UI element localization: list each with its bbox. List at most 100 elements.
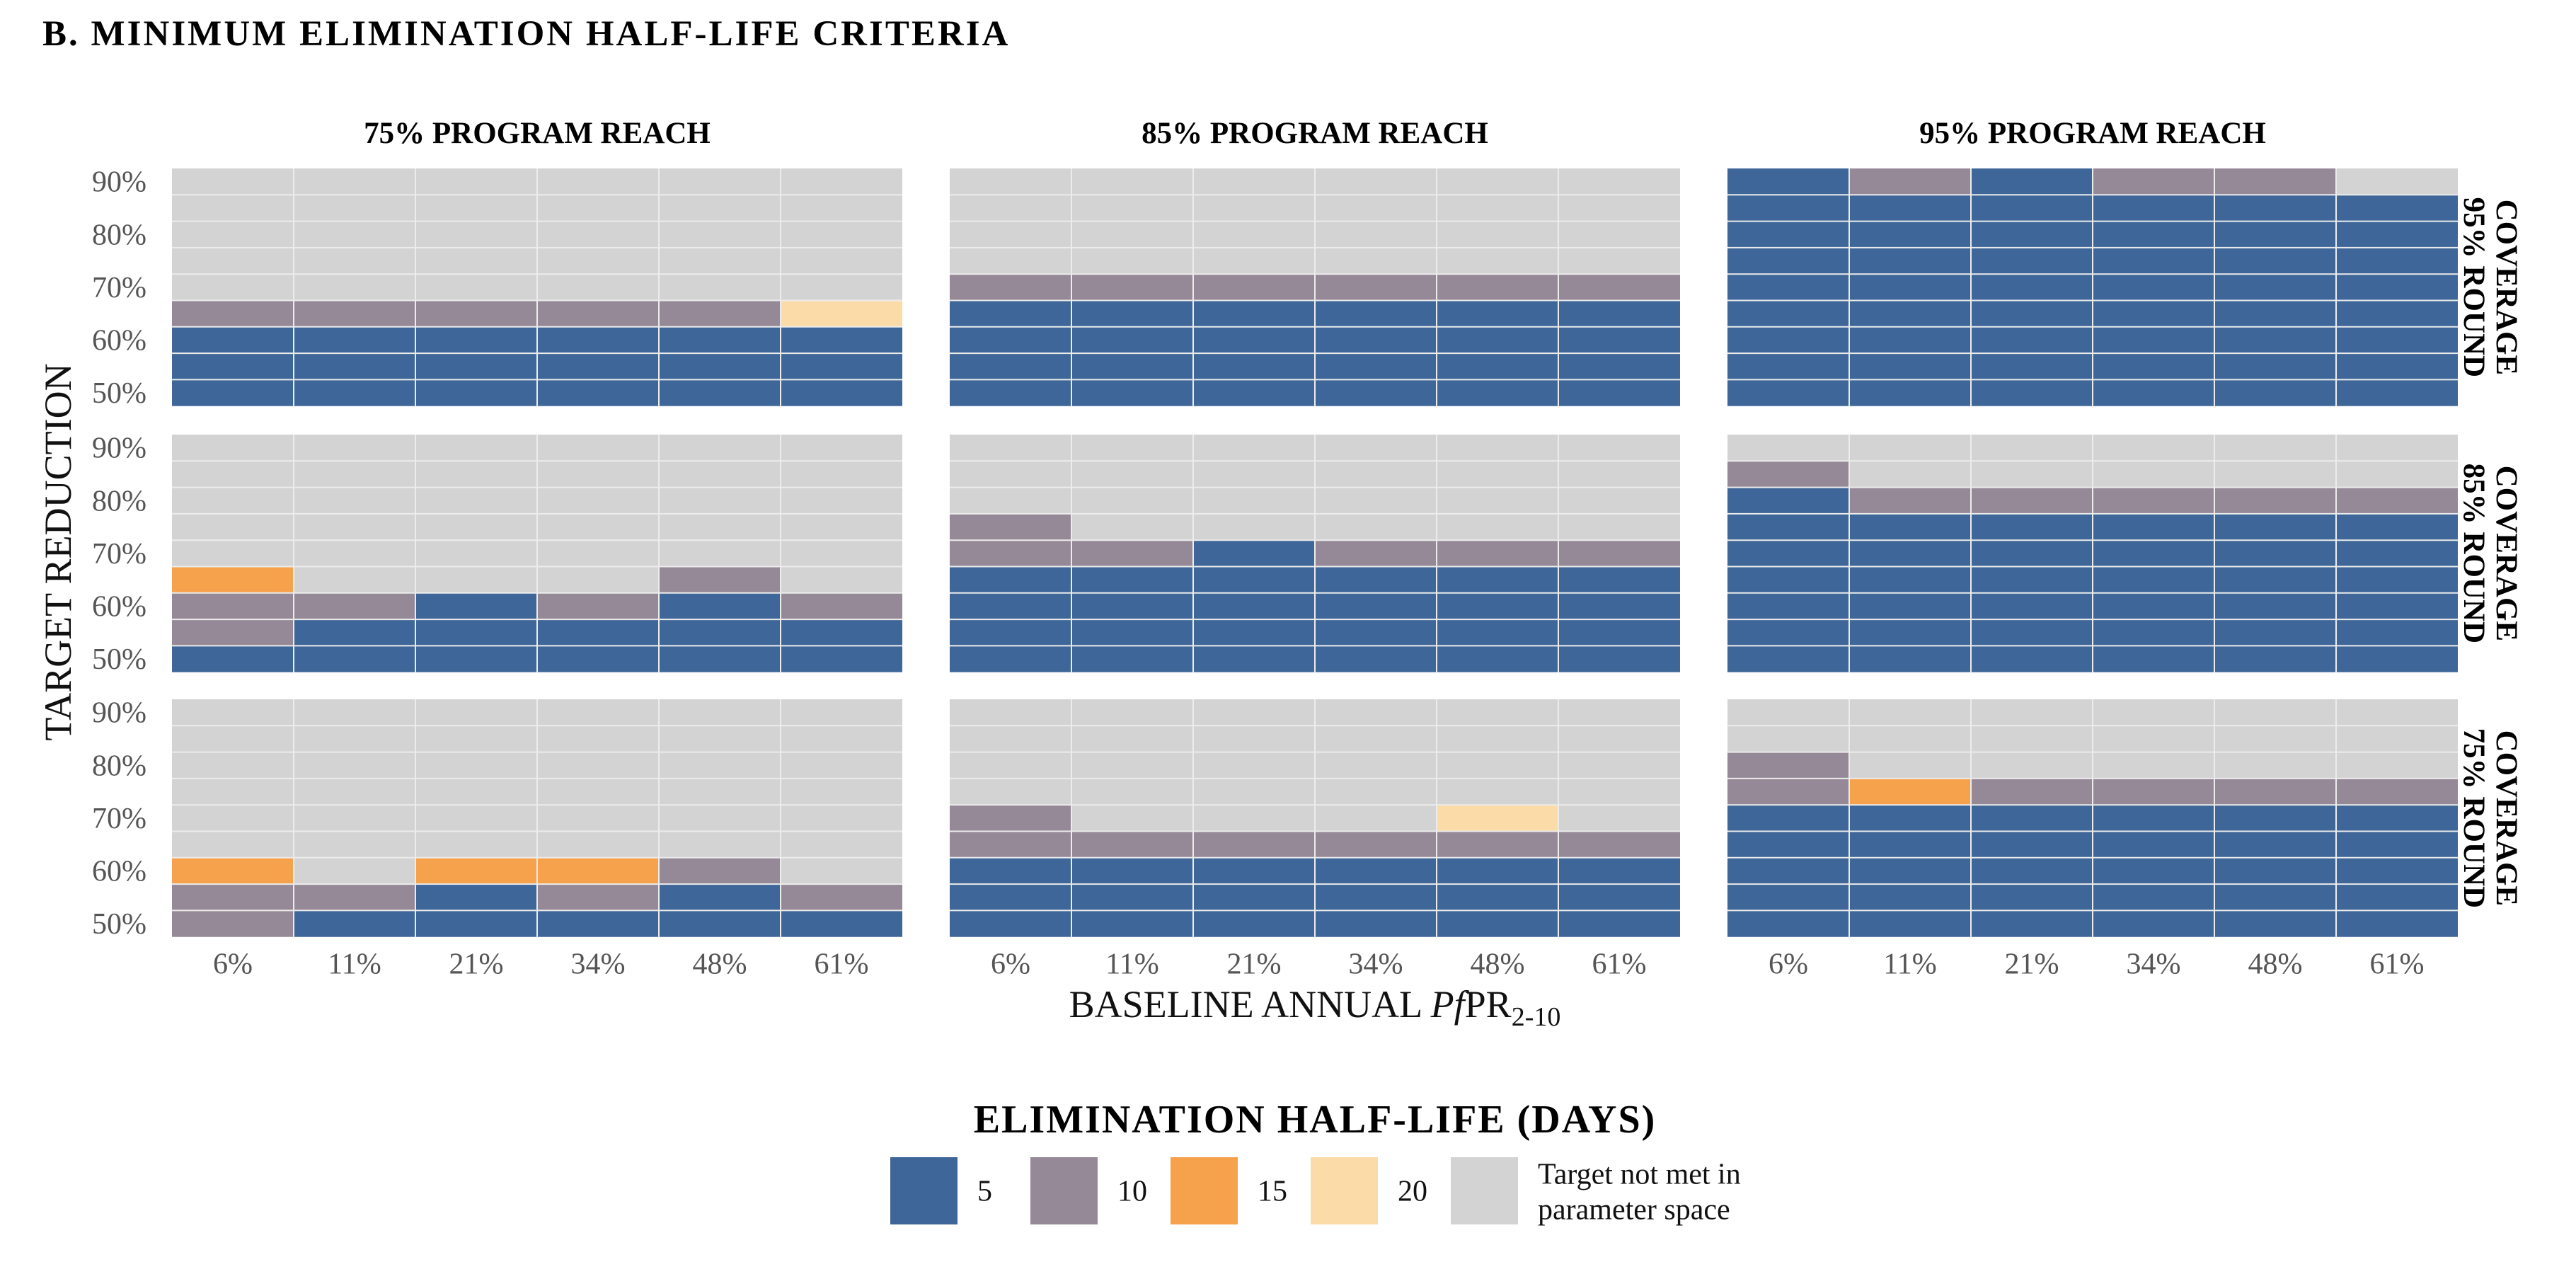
heatmap-cell (2214, 247, 2336, 275)
y-tick-label: 80% (92, 219, 146, 251)
heatmap-cell (2093, 195, 2214, 222)
heatmap-cell (1849, 274, 1971, 301)
heatmap-cell (2336, 353, 2458, 380)
x-tick-label: 6% (1769, 948, 1808, 981)
heatmap-cell (537, 326, 659, 354)
heatmap-cell (2093, 566, 2214, 593)
legend-item-10: 10 (1030, 1157, 1147, 1224)
heatmap-cell (2214, 353, 2336, 380)
heatmap-cell (1727, 168, 1849, 195)
heatmap-cell (1315, 831, 1437, 858)
heatmap-cell (1437, 619, 1558, 646)
heatmap-cell (1071, 592, 1193, 620)
legend-item-20: 20 (1311, 1157, 1427, 1224)
heatmap-cell (1315, 300, 1437, 327)
heatmap-cell (294, 592, 415, 620)
heatmap-cell (1437, 300, 1558, 327)
heatmap-cell (294, 353, 415, 380)
heatmap-cell (1849, 910, 1971, 937)
y-tick-label: 80% (92, 750, 146, 782)
heatmap-cell (1971, 300, 2093, 327)
heatmap-cell (172, 884, 294, 911)
heatmap-cell (1727, 221, 1849, 248)
x-tick-label: 48% (693, 948, 747, 981)
heatmap-cell (659, 857, 781, 885)
heatmap-cell (1193, 645, 1315, 672)
x-tick-label: 21% (1227, 948, 1282, 981)
heatmap-cell (781, 326, 902, 354)
heatmap-cell (1315, 353, 1437, 380)
row-facet-label: COVERAGE (2490, 200, 2523, 375)
heatmap-cell (781, 910, 902, 937)
y-tick-label: 50% (92, 643, 146, 676)
heatmap-cell (1849, 353, 1971, 380)
x-tick-label: 34% (1349, 948, 1403, 981)
x-tick-label: 6% (213, 948, 253, 981)
legend: ELIMINATION HALF-LIFE (DAYS) 5 10 15 20 Targ… (890, 1098, 1741, 1227)
heatmap-cell (2214, 195, 2336, 222)
heatmap-cell (415, 910, 537, 937)
heatmap-cell (1727, 831, 1849, 858)
heatmap-cell (1071, 274, 1193, 301)
heatmap-cell (294, 619, 415, 646)
heatmap-cell (950, 326, 1071, 354)
heatmap-cell (950, 645, 1071, 672)
x-tick-label: 61% (2370, 948, 2425, 981)
heatmap-cell (294, 884, 415, 911)
heatmap-cell (950, 300, 1071, 327)
heatmap-cell (537, 619, 659, 646)
heatmap-cell (1971, 221, 2093, 248)
heatmap-cell (950, 805, 1071, 832)
heatmap-cell (2093, 805, 2214, 832)
heatmap-cell (294, 379, 415, 406)
heatmap-cell (2214, 805, 2336, 832)
heatmap-cell (1071, 540, 1193, 567)
heatmap-cell (2336, 566, 2458, 593)
heatmap-cell (1849, 592, 1971, 620)
heatmap-cell (1849, 884, 1971, 911)
heatmap-cell (1727, 379, 1849, 406)
heatmap-cell (2336, 487, 2458, 514)
x-tick-label: 6% (991, 948, 1030, 981)
heatmap-cell (1849, 645, 1971, 672)
heatmap-cell (1437, 805, 1558, 832)
heatmap-panel-1-0: 50% 60% 70% 80% 90% (92, 432, 902, 676)
legend-item-15: 15 (1171, 1157, 1287, 1224)
heatmap-cell (1971, 592, 2093, 620)
heatmap-cell (950, 592, 1071, 620)
heatmap-cell (2336, 910, 2458, 937)
heatmap-cell (1727, 195, 1849, 222)
y-tick-label: 60% (92, 590, 146, 623)
column-facet-label: 85% PROGRAM REACH (1142, 117, 1488, 150)
x-tick-label: 11% (1105, 948, 1158, 981)
heatmap-cell (172, 619, 294, 646)
x-axis-label-italic: Pf (1430, 983, 1470, 1026)
heatmap-cell (2336, 805, 2458, 832)
heatmap-cell (2336, 831, 2458, 858)
heatmap-cell (659, 566, 781, 593)
heatmap-cell (1193, 619, 1315, 646)
heatmap-cell (1849, 778, 1971, 805)
heatmap-cell (2336, 857, 2458, 885)
heatmap-cell (1315, 619, 1437, 646)
heatmap-cell (1558, 540, 1680, 567)
heatmap-cell (1727, 778, 1849, 805)
heatmap-cell (2214, 619, 2336, 646)
heatmap-cell (1437, 566, 1558, 593)
heatmap-cell (1193, 379, 1315, 406)
y-tick-label: 60% (92, 855, 146, 888)
heatmap-cell (1071, 326, 1193, 354)
heatmap-cell (294, 300, 415, 327)
heatmap-cell (1193, 353, 1315, 380)
heatmap-cell (1971, 379, 2093, 406)
legend-label: 15 (1258, 1176, 1287, 1208)
heatmap-cell (1437, 274, 1558, 301)
heatmap-cell (659, 300, 781, 327)
heatmap-cell (950, 513, 1071, 541)
heatmap-cell (1071, 300, 1193, 327)
heatmap-cell (1437, 910, 1558, 937)
heatmap-cell (2093, 274, 2214, 301)
heatmap-cell (2093, 857, 2214, 885)
